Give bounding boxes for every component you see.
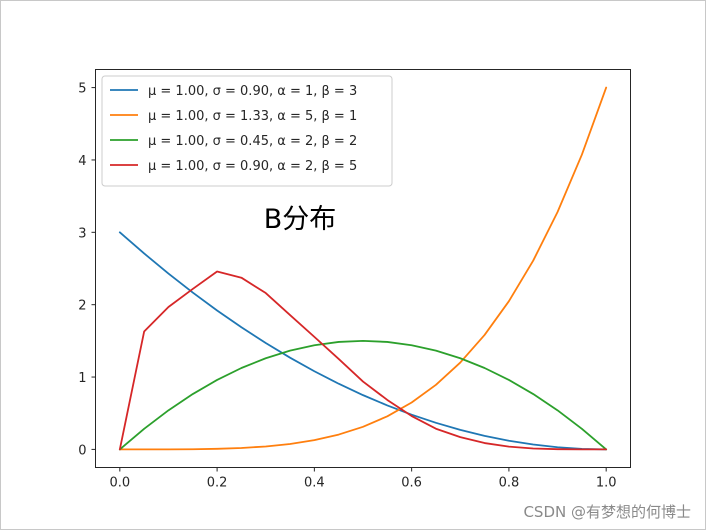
y-tick-label: 1 [78,371,86,386]
watermark: CSDN @有梦想的何博士 [523,503,691,521]
x-tick-label: 0.6 [401,476,422,491]
legend-box [101,75,393,187]
y-tick-label: 0 [78,443,86,458]
series-line-2 [118,86,608,451]
legend-label: μ = 1.00, σ = 0.90, α = 2, β = 5 [148,159,357,174]
y-axis: 0 1 2 3 4 5 [78,82,96,458]
y-tick-label: 4 [78,154,86,169]
axes-box [95,69,631,468]
legend-label: μ = 1.00, σ = 0.45, α = 2, β = 2 [148,134,357,149]
y-tick-label: 5 [78,82,86,97]
y-tick-label: 3 [78,226,86,241]
series-line-3 [118,339,608,451]
legend-label: μ = 1.00, σ = 1.33, α = 5, β = 1 [148,109,357,124]
legend: μ = 1.00, σ = 0.90, α = 1, β = 3 μ = 1.00… [101,75,393,187]
x-tick-label: 0.2 [207,476,228,491]
curves-group [118,86,608,451]
x-tick-label: 1.0 [596,476,617,491]
legend-label: μ = 1.00, σ = 0.90, α = 1, β = 3 [148,84,357,99]
x-tick-label: 0.8 [499,476,520,491]
x-tick-label: 0.4 [304,476,325,491]
x-axis: 0.0 0.2 0.4 0.6 0.8 1.0 [109,467,617,491]
series-line-4 [118,270,608,451]
series-line-1 [118,231,608,451]
y-tick-label: 2 [78,299,86,314]
x-tick-label: 0.0 [109,476,130,491]
chart-title: B分布 [264,204,337,235]
